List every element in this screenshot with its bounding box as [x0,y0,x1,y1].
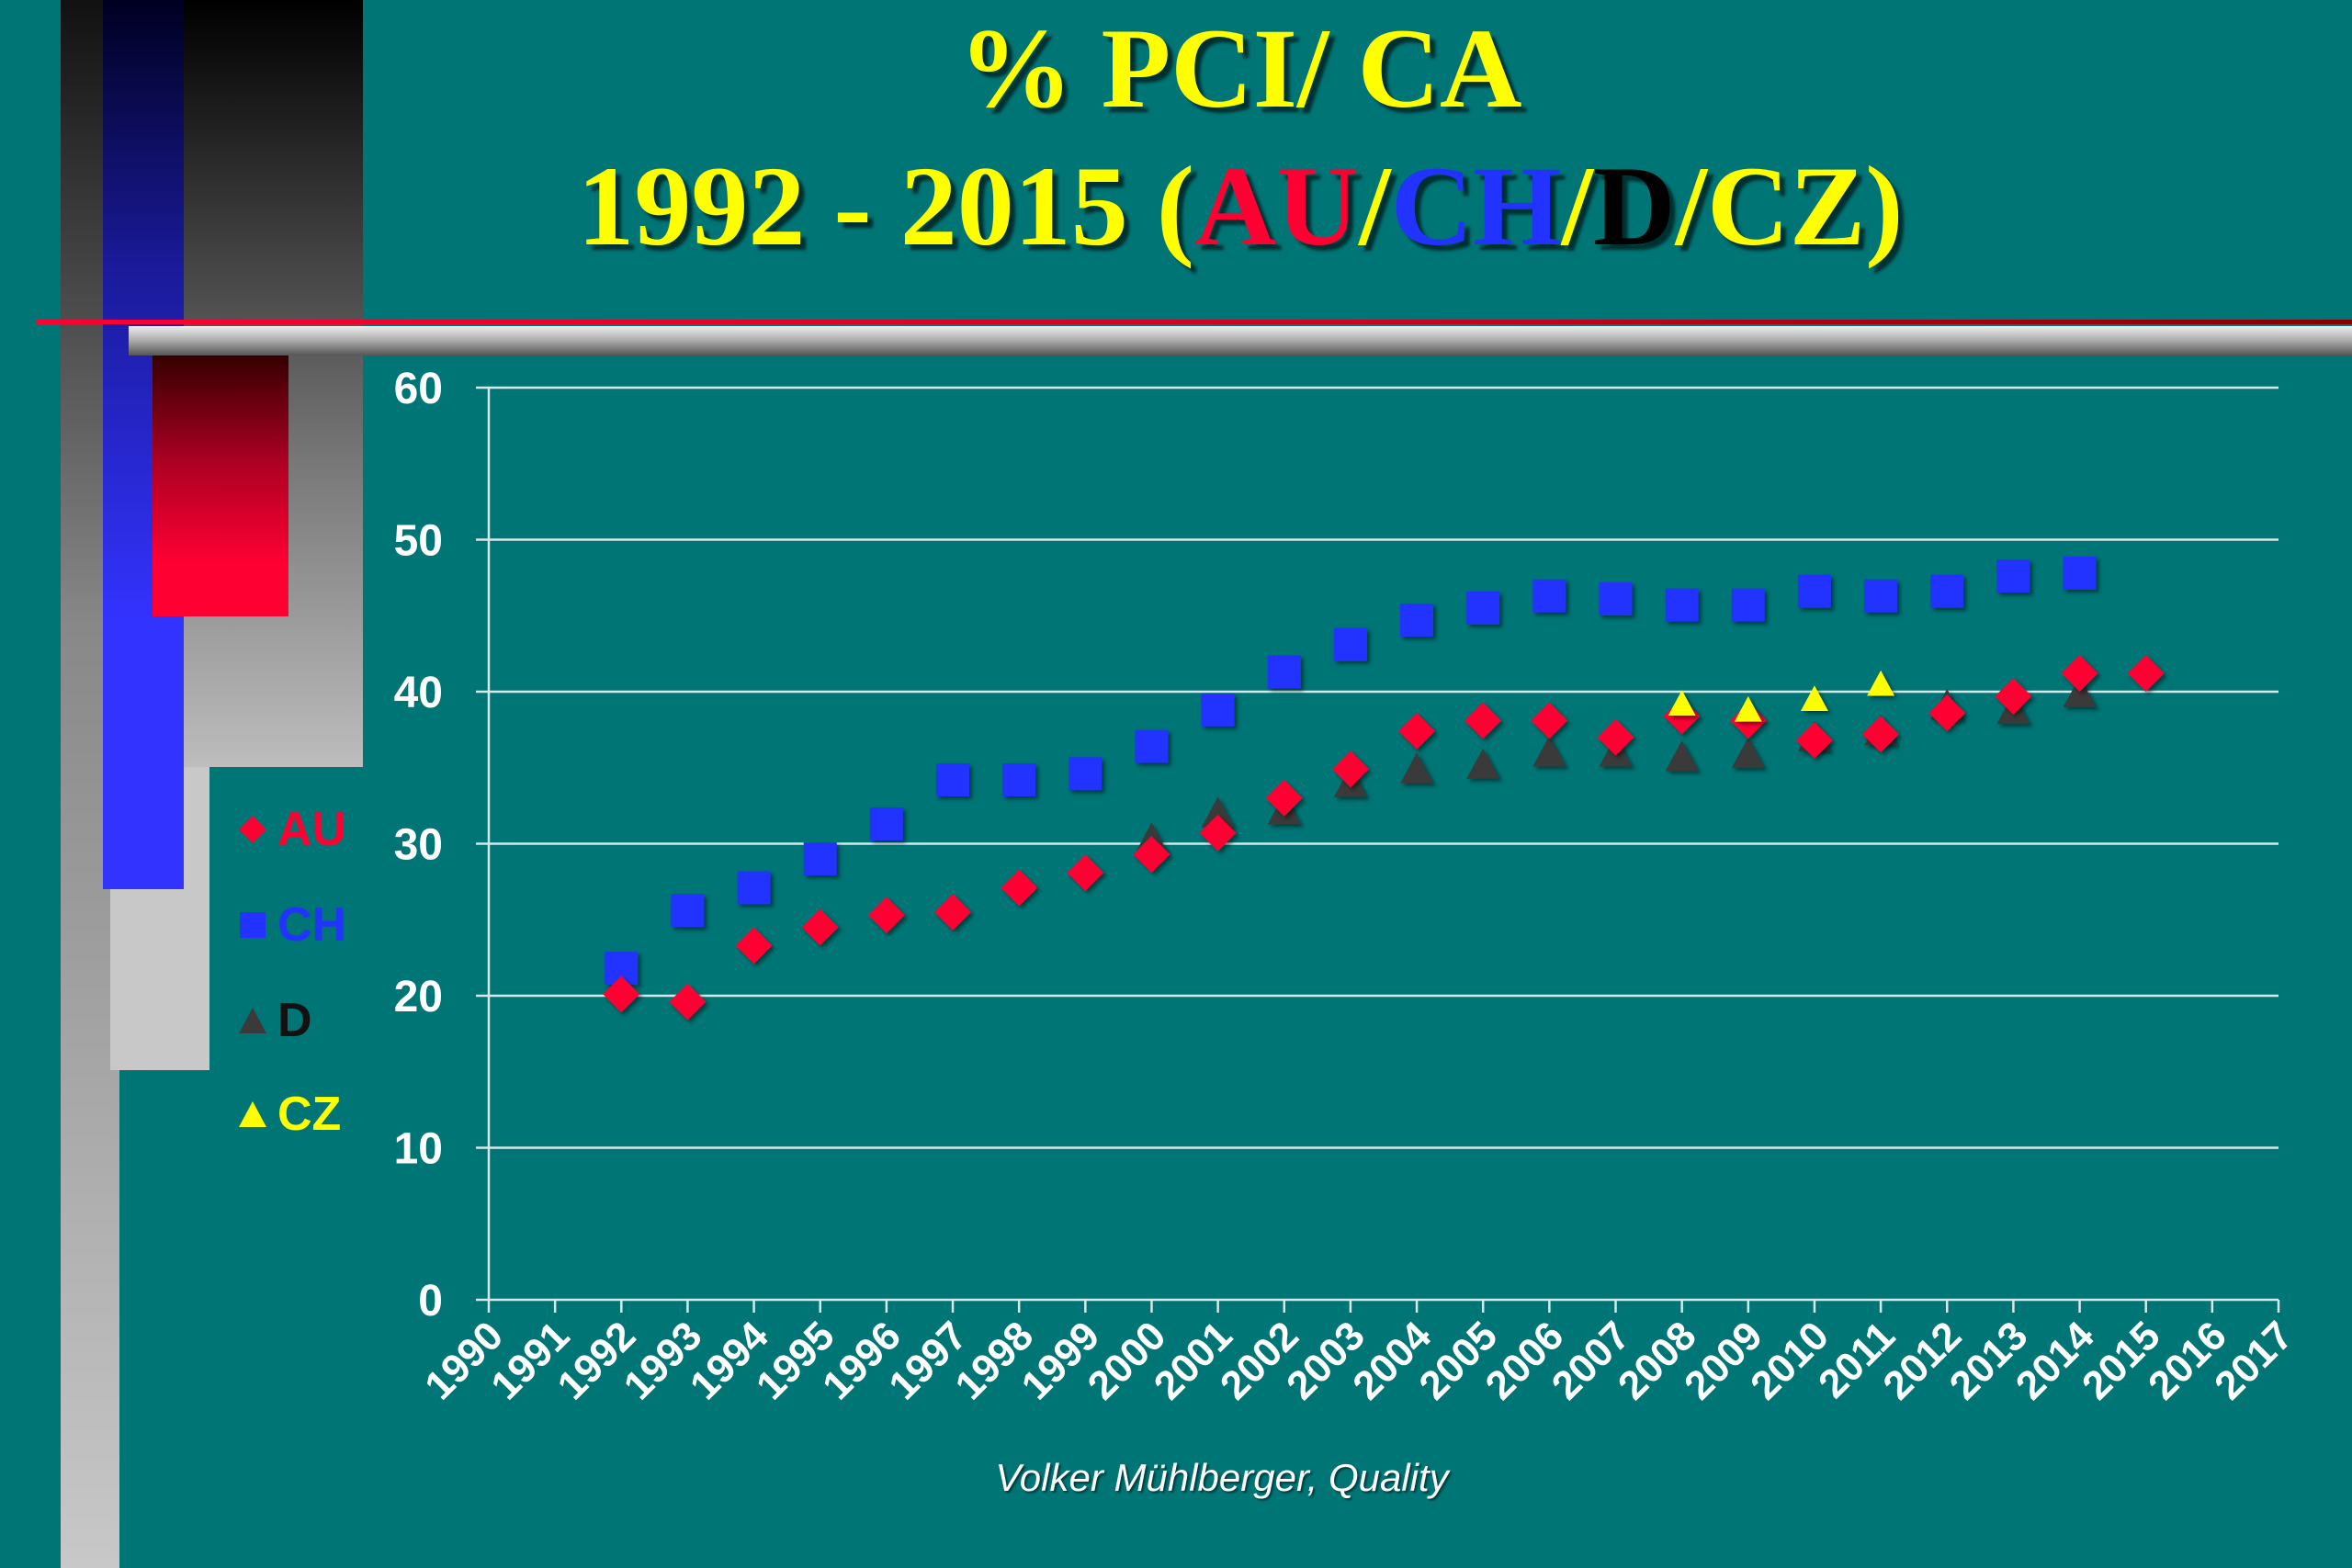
legend-marker-d [239,1008,266,1033]
y-tick-label-40: 40 [394,669,443,717]
y-tick-label-20: 20 [394,973,443,1021]
legend-label-d: D [277,994,312,1047]
point-ch-2001 [1201,693,1235,727]
point-au-2004 [1398,713,1436,750]
legend-marker-cz [239,1101,266,1127]
point-ch-1996 [869,807,903,840]
point-cz-2011 [1867,670,1895,696]
slide-title: % PCI/ CA 1992 - 2015 (AU/CH/D/CZ) [368,0,2113,276]
y-tick-label-60: 60 [394,365,443,413]
title-line-2: 1992 - 2015 (AU/CH/D/CZ) [368,138,2113,276]
title-ch: CH [1390,143,1562,269]
decor-gray-bar [129,326,2352,355]
point-d-2008 [1665,740,1699,772]
point-cz-2009 [1734,695,1762,722]
point-cz-2008 [1668,690,1696,716]
point-ch-2013 [1996,559,2030,593]
point-au-2015 [2127,655,2165,693]
point-au-1993 [669,983,707,1021]
point-au-2002 [1265,779,1303,817]
x-tick-label-2017: 2017 [2206,1313,2301,1408]
decor-red-line [37,320,2352,324]
point-d-2001 [1201,796,1235,828]
point-au-2006 [1531,702,1568,739]
credit-text: Volker Mühlberger, Quality [995,1456,1449,1499]
title-line-1: % PCI/ CA [958,6,1522,131]
point-ch-2007 [1599,582,1633,616]
legend-item-cz: CZ [237,1082,341,1146]
legend-label-au: AU [277,803,347,856]
point-au-2014 [2061,655,2098,693]
point-ch-2010 [1797,574,1831,608]
data-points [603,556,2165,1021]
point-au-1998 [1001,869,1038,907]
point-au-1992 [603,976,640,1013]
y-tick-labels: 0 10 20 30 40 50 60 [394,365,443,1325]
point-au-1997 [934,893,972,931]
point-au-2008 [1663,697,1701,735]
point-ch-2011 [1864,579,1898,613]
point-ch-2006 [1532,579,1566,613]
legend-item-d: D [237,988,312,1053]
y-tick-label-0: 0 [418,1277,443,1325]
point-ch-1998 [1002,762,1036,796]
point-ch-2002 [1267,655,1301,689]
title-d: D [1593,143,1676,269]
chart-axes [476,386,2280,1313]
point-au-2005 [1464,702,1502,739]
legend-item-ch: CH [237,893,346,957]
point-ch-2009 [1731,588,1765,622]
point-cz-2010 [1800,685,1828,712]
title-au: AU [1194,143,1360,269]
chart-grid [489,386,2278,1149]
point-au-2013 [1995,677,2032,715]
title-close-paren: ) [1865,143,1904,269]
point-au-2001 [1199,814,1237,852]
title-years: 1992 - 2015 ( [577,143,1194,269]
legend-item-au: AU [237,797,346,862]
point-ch-1993 [671,894,705,928]
x-tick-labels: 1990199119921993199419951996199719981999… [416,1313,2301,1408]
point-au-2011 [1862,716,1900,753]
point-ch-1994 [737,871,771,905]
point-d-2006 [1532,736,1566,767]
point-d-2004 [1400,752,1434,784]
point-ch-2014 [2063,556,2097,590]
point-ch-2005 [1466,591,1500,625]
point-au-1994 [735,927,773,964]
legend-marker-ch [240,912,266,938]
title-sep-3: / [1675,143,1708,269]
point-au-1999 [1067,853,1104,891]
point-ch-2003 [1333,627,1367,661]
point-ch-1997 [936,762,970,796]
point-d-2014 [2063,676,2097,707]
point-d-2009 [1731,737,1765,769]
point-ch-2004 [1400,604,1434,637]
point-ch-2012 [1930,574,1964,608]
point-au-1996 [867,897,905,934]
legend-marker-au [239,816,266,843]
point-ch-1995 [803,842,837,876]
y-tick-label-50: 50 [394,517,443,566]
point-au-2007 [1597,718,1634,756]
title-sep-1: / [1359,143,1391,269]
point-au-2012 [1928,694,1966,732]
point-ch-1999 [1069,757,1102,791]
legend-label-ch: CH [277,898,347,952]
point-d-2005 [1466,748,1500,779]
point-au-1995 [801,908,839,946]
point-ch-2000 [1135,729,1169,763]
point-au-2010 [1795,721,1833,759]
y-tick-label-30: 30 [394,821,443,870]
title-cz: CZ [1707,143,1866,269]
point-ch-2008 [1665,588,1699,622]
point-au-2000 [1133,836,1170,874]
y-tick-label-10: 10 [394,1125,443,1174]
point-au-2003 [1331,750,1369,788]
decor-red-block [153,355,288,616]
legend-label-cz: CZ [277,1088,342,1141]
title-sep-2: / [1561,143,1594,269]
